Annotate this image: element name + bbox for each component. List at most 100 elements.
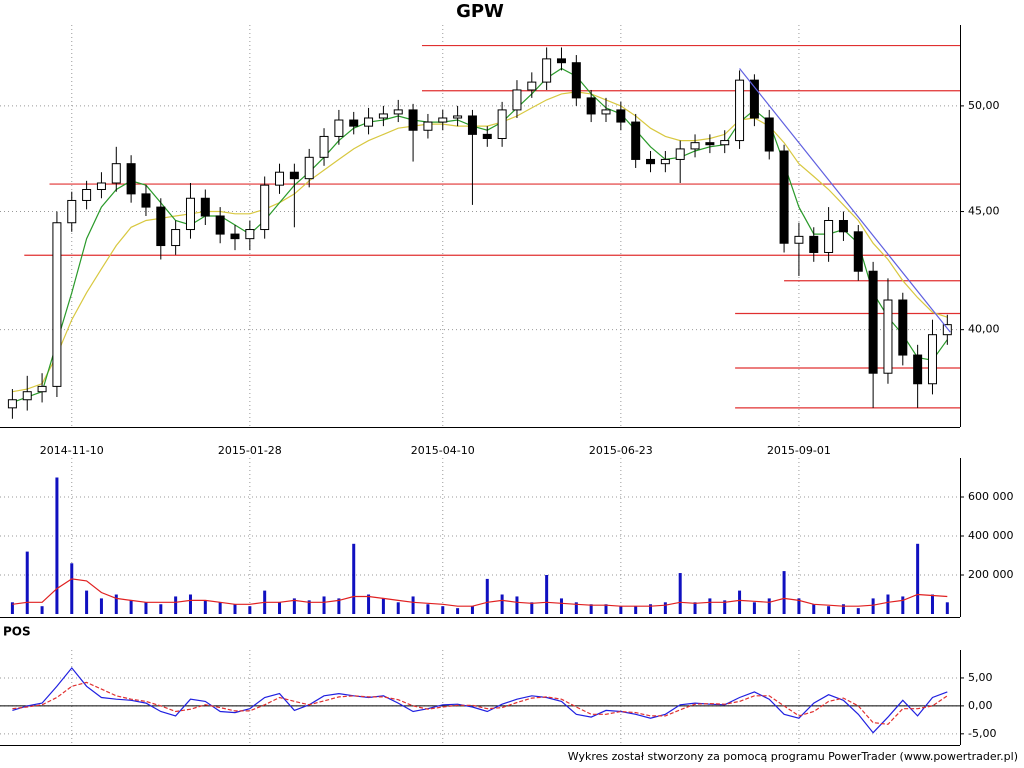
volume-bar — [411, 596, 415, 614]
y-tick-label: 40,00 — [968, 323, 1000, 336]
candle-body — [779, 150, 789, 244]
candle-body — [675, 148, 685, 160]
volume-bar — [901, 596, 905, 614]
volume-bar — [723, 600, 727, 614]
indicator-line — [12, 67, 948, 403]
x-tick-label: 2015-09-01 — [767, 444, 831, 457]
candle-body — [96, 182, 106, 191]
candle-body — [52, 222, 62, 387]
volume-bar — [352, 543, 356, 614]
volume-bar — [708, 598, 712, 614]
candle-body — [571, 62, 581, 99]
volume-bar — [619, 606, 623, 614]
volume-bar — [159, 604, 163, 614]
volume-bar — [916, 543, 920, 614]
volume-bar — [233, 604, 237, 614]
candle-body — [423, 121, 433, 131]
y-tick-label: 5,00 — [968, 671, 993, 684]
candle-body — [467, 115, 477, 135]
candle-body — [853, 231, 863, 272]
indicator-line — [12, 681, 948, 725]
candle-body — [512, 89, 522, 111]
volume-bar — [500, 594, 504, 614]
volume-bar — [188, 594, 192, 614]
volume-bar — [174, 596, 178, 614]
candle-body — [838, 219, 848, 233]
candle-body — [230, 233, 240, 240]
candle-body — [304, 156, 314, 180]
volume-bar — [663, 602, 667, 614]
candle-body — [556, 58, 566, 64]
volume-bar — [25, 551, 29, 614]
volume-bar — [545, 575, 549, 614]
candle-body — [735, 79, 745, 142]
candle-body — [660, 158, 670, 165]
candle-body — [720, 140, 730, 146]
candle-body — [275, 171, 285, 186]
candle-body — [616, 109, 626, 123]
volume-bar — [559, 598, 563, 614]
candle-body — [126, 163, 136, 195]
candle-body — [868, 270, 878, 374]
candle-body — [497, 109, 507, 140]
volume-bar — [337, 598, 341, 614]
volume-bar — [307, 600, 311, 614]
volume-bar — [634, 606, 638, 614]
volume-bar — [530, 602, 534, 614]
volume-bar — [441, 606, 445, 614]
indicator-line — [12, 578, 948, 607]
trend-line — [739, 68, 951, 333]
volume-bar — [55, 477, 59, 614]
volume-bar — [99, 598, 103, 614]
volume-bar — [782, 571, 786, 614]
footer: Wykres został stworzony za pomocą progra… — [568, 750, 1018, 763]
y-tick-label: 400 000 — [968, 529, 1014, 542]
volume-bar — [70, 563, 74, 614]
volume-bar — [827, 606, 831, 614]
candle-body — [542, 58, 552, 83]
candle-body — [245, 229, 255, 240]
candle-body — [319, 135, 329, 158]
candle-body — [586, 97, 596, 115]
volume-bar — [367, 594, 371, 614]
volume-bar — [248, 606, 252, 614]
y-tick-label: 0,00 — [968, 699, 993, 712]
x-tick-label: 2015-04-10 — [411, 444, 475, 457]
candle-body — [794, 235, 804, 244]
volume-bar — [856, 608, 860, 614]
volume-bar — [515, 596, 519, 614]
candle-body — [334, 119, 344, 137]
volume-bar — [218, 602, 222, 614]
volume-bar — [649, 604, 653, 614]
indicator-line — [12, 91, 948, 393]
candle-body — [37, 385, 47, 393]
candle-body — [200, 197, 210, 217]
y-tick-label: 50,00 — [968, 99, 1000, 112]
candle-body — [289, 171, 299, 180]
volume-bar — [85, 590, 89, 614]
candle-body — [364, 117, 374, 127]
volume-bar — [426, 604, 430, 614]
candle-body — [378, 113, 388, 119]
candle-body — [942, 324, 952, 336]
candle-body — [913, 354, 923, 385]
candle-body — [156, 206, 166, 247]
x-tick-label: 2014-11-10 — [40, 444, 104, 457]
candle-body — [809, 235, 819, 253]
volume-bar — [886, 594, 890, 614]
candle-body — [260, 184, 270, 231]
volume-bar — [930, 594, 934, 614]
candle-body — [141, 193, 151, 208]
candle-body — [927, 334, 937, 385]
volume-bar — [292, 598, 296, 614]
volume-bar — [812, 604, 816, 614]
candle-body — [646, 158, 656, 165]
candle-body — [438, 117, 448, 123]
volume-bar — [396, 602, 400, 614]
y-tick-label: 45,00 — [968, 205, 1000, 218]
panel-title: POS — [3, 625, 31, 639]
volume-bar — [129, 600, 133, 614]
candle-body — [883, 299, 893, 374]
